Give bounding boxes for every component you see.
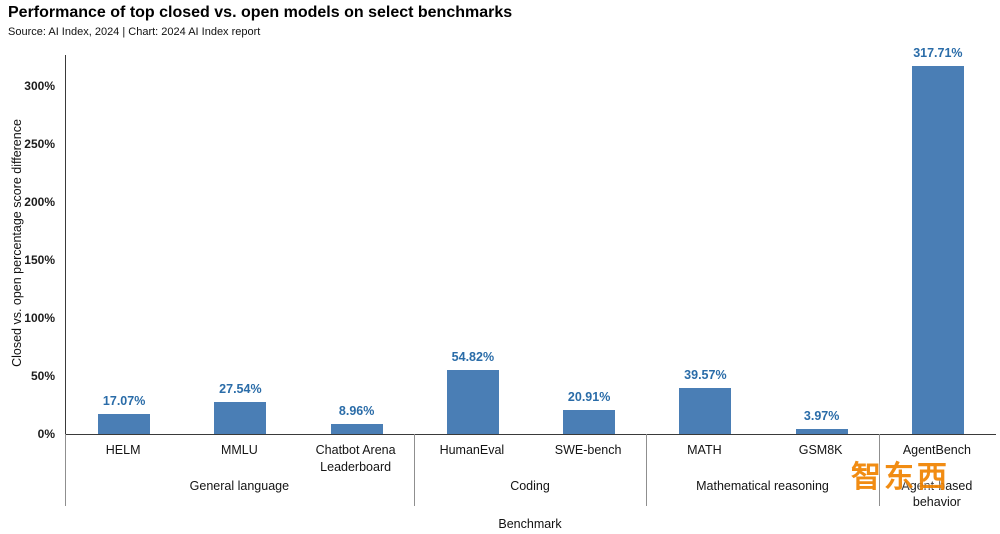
bar bbox=[563, 409, 616, 434]
y-tick-label: 100% bbox=[24, 311, 55, 326]
bar bbox=[795, 429, 848, 434]
group-divider bbox=[878, 434, 880, 506]
bar bbox=[911, 65, 964, 434]
group-divider bbox=[646, 434, 648, 506]
bar bbox=[679, 388, 732, 434]
y-tick-label: 50% bbox=[30, 369, 55, 384]
bar-value-label: 8.96% bbox=[338, 403, 375, 418]
bar-value-label: 54.82% bbox=[451, 350, 495, 365]
y-tick-label: 250% bbox=[24, 137, 55, 152]
category-label: HumanEval bbox=[439, 443, 505, 457]
y-tick-label: 150% bbox=[24, 253, 55, 268]
chart-title: Performance of top closed vs. open model… bbox=[8, 4, 513, 21]
y-axis-label: Closed vs. open percentage score differe… bbox=[10, 119, 24, 367]
bar-value-label: 27.54% bbox=[219, 382, 262, 397]
bar bbox=[98, 414, 151, 434]
category-label: SWE-bench bbox=[554, 443, 622, 457]
x-axis-area: HELM MMLU Chatbot Arena Leaderboard General… bbox=[65, 434, 995, 509]
y-tick-label: 0% bbox=[37, 427, 55, 441]
group-divider bbox=[65, 434, 66, 506]
category-label: GSM8K bbox=[798, 443, 843, 457]
bar-value-label: 39.57% bbox=[684, 368, 727, 383]
bar bbox=[330, 423, 383, 434]
watermark: 智东西 bbox=[851, 461, 950, 494]
group-label: Mathematical reasoning bbox=[696, 479, 829, 493]
group-divider bbox=[413, 434, 415, 506]
category-label: MATH bbox=[687, 443, 722, 457]
y-tick-label: 200% bbox=[24, 195, 55, 210]
group-label: Coding bbox=[510, 479, 550, 493]
category-label: AgentBench bbox=[902, 443, 971, 457]
bar-value-label: 20.91% bbox=[567, 389, 611, 404]
group-label: Agent-based behavior bbox=[901, 479, 973, 509]
x-axis-title: Benchmark bbox=[498, 517, 562, 531]
category-label: HELM bbox=[105, 443, 141, 457]
chart-source: Source: AI Index, 2024 | Chart: 2024 AI … bbox=[8, 26, 261, 38]
bar-value-label: 317.71% bbox=[913, 45, 963, 60]
bar bbox=[446, 370, 499, 434]
bar-value-label: 3.97% bbox=[803, 409, 840, 424]
category-label: MMLU bbox=[220, 443, 258, 457]
y-tick-label: 300% bbox=[24, 79, 55, 94]
category-label: Chatbot Arena Leaderboard bbox=[315, 443, 396, 474]
plot-area: 0% 50% 100% 150% 200% 250% 300% 17.07% 27.54% 8.9… bbox=[24, 46, 996, 441]
bar-value-label: 17.07% bbox=[102, 394, 146, 409]
group-label: General language bbox=[189, 479, 290, 493]
bar bbox=[214, 402, 267, 434]
